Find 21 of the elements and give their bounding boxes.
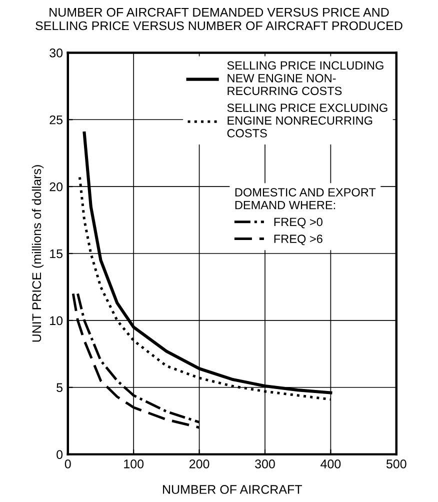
y-tick-label: 10 <box>50 316 63 326</box>
chart-title: NUMBER OF AIRCRAFT DEMANDED VERSUS PRICE AND SELLING PRICE VERSUS NUMBER OF AIRCRAFT PRODUCED <box>36 8 402 30</box>
y-tick-label: 30 <box>50 48 63 58</box>
x-tick-label: 400 <box>320 460 341 468</box>
y-tick-label: 20 <box>50 182 63 192</box>
y-tick-label: 15 <box>50 249 63 258</box>
x-axis-title: NUMBER OF AIRCRAFT <box>163 485 302 494</box>
x-tick-label: 200 <box>189 460 210 468</box>
legend-label: SELLING PRICE EXCLUDING ENGINE NONRECURRING COSTS <box>227 104 388 138</box>
y-tick-label: 25 <box>50 115 63 124</box>
y-axis-title: UNIT PRICE (millions of dollars) <box>32 165 44 342</box>
x-tick-label: 500 <box>386 460 406 468</box>
legend-label: SELLING PRICE INCLUDING NEW ENGINE NON- RECURRING COSTS <box>227 61 384 96</box>
y-tick-label: 5 <box>56 383 63 392</box>
legend-label: FREQ >0 <box>274 218 322 228</box>
legend-title: DOMESTIC AND EXPORT DEMAND WHERE: <box>235 188 376 210</box>
x-tick-label: 100 <box>124 460 144 468</box>
legend-label: FREQ >6 <box>274 234 322 246</box>
y-tick-label: 0 <box>56 450 63 459</box>
x-tick-label: 300 <box>255 460 275 468</box>
x-tick-label: 0 <box>64 460 71 468</box>
